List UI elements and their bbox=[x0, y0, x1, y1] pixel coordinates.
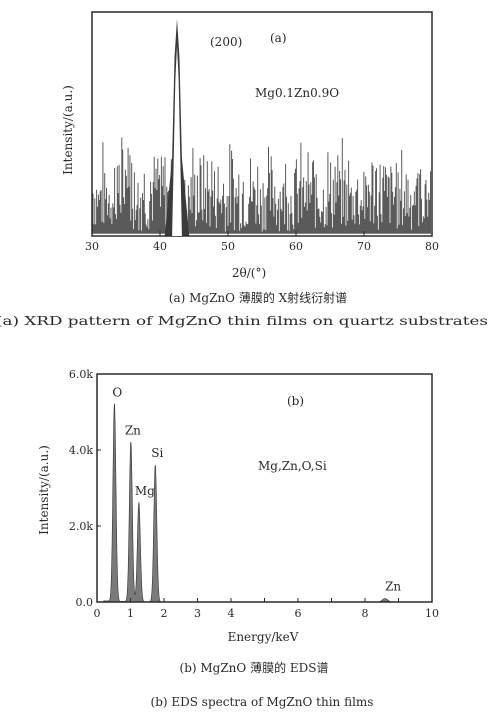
eds-x-axis-label: Energy/keV bbox=[228, 630, 299, 644]
eds-chart: 0 1 2 3 4 6 8 10 0.0 2.0k 4.0k 6.0k O Zn Mg Si Zn (b) M… bbox=[37, 368, 439, 709]
eds-caption-cn: (b) MgZnO 薄膜的 EDS谱 bbox=[180, 660, 329, 675]
xrd-x-tick-label: 30 bbox=[85, 240, 99, 253]
xrd-x-tick-label: 50 bbox=[221, 240, 235, 253]
eds-y-tick-label: 4.0k bbox=[69, 444, 93, 457]
xrd-panel-label: (a) bbox=[270, 31, 287, 45]
eds-peak-label: Zn bbox=[125, 423, 141, 437]
xrd-x-tick-label: 70 bbox=[357, 240, 371, 253]
eds-peak-label: Mg bbox=[135, 484, 155, 498]
xrd-chart: 30 40 50 60 70 80 (200) (a) Mg0.1Zn0.9O 2θ/(°… bbox=[0, 11, 488, 328]
xrd-x-tick-label: 60 bbox=[289, 240, 303, 253]
xrd-x-ticks: 30 40 50 60 70 80 bbox=[85, 231, 439, 253]
xrd-noise-strokes bbox=[92, 137, 431, 234]
eds-y-axis-label: Intensity/(a.u.) bbox=[37, 445, 51, 535]
xrd-composition-label: Mg0.1Zn0.9O bbox=[255, 86, 339, 100]
eds-spectrum-area bbox=[103, 403, 432, 603]
xrd-peak-label: (200) bbox=[210, 35, 242, 49]
eds-x-tick-label: 3 bbox=[194, 607, 201, 620]
eds-y-tick-label: 0.0 bbox=[76, 596, 94, 609]
eds-peak-label: Si bbox=[151, 446, 163, 460]
eds-x-tick-label: 6 bbox=[295, 607, 302, 620]
eds-x-tick-label: 4 bbox=[228, 607, 235, 620]
xrd-caption-en: (a) XRD pattern of MgZnO thin films on q… bbox=[0, 314, 488, 328]
xrd-x-tick-label: 80 bbox=[425, 240, 439, 253]
eds-x-tick-label: 10 bbox=[425, 607, 439, 620]
eds-peak-label: O bbox=[112, 385, 122, 399]
eds-x-tick-label: 0 bbox=[94, 607, 101, 620]
xrd-plot-frame bbox=[91, 11, 433, 237]
eds-x-tick-label: 2 bbox=[161, 607, 168, 620]
xrd-noise-series bbox=[92, 137, 431, 234]
eds-composition-label: Mg,Zn,O,Si bbox=[258, 459, 327, 473]
eds-axis-ticks: 0 1 2 3 4 6 8 10 0.0 2.0k 4.0k 6.0k bbox=[69, 368, 439, 620]
eds-caption-en: (b) EDS spectra of MgZnO thin films bbox=[151, 695, 374, 709]
eds-x-tick-label: 8 bbox=[362, 607, 369, 620]
xrd-x-tick-label: 40 bbox=[153, 240, 167, 253]
eds-x-tick-label: 1 bbox=[127, 607, 134, 620]
xrd-x-axis-label: 2θ/(°) bbox=[232, 266, 266, 280]
eds-peak-labels: O Zn Mg Si Zn bbox=[112, 385, 401, 593]
xrd-caption-cn: (a) MgZnO 薄膜的 X射线衍射谱 bbox=[169, 290, 347, 305]
eds-panel-label: (b) bbox=[287, 394, 304, 408]
xrd-y-axis-label: Intensity/(a.u.) bbox=[61, 85, 75, 175]
eds-peak-label: Zn bbox=[385, 580, 401, 594]
eds-y-tick-label: 2.0k bbox=[69, 520, 93, 533]
eds-y-tick-label: 6.0k bbox=[69, 368, 93, 381]
xrd-peak-core bbox=[172, 45, 182, 236]
